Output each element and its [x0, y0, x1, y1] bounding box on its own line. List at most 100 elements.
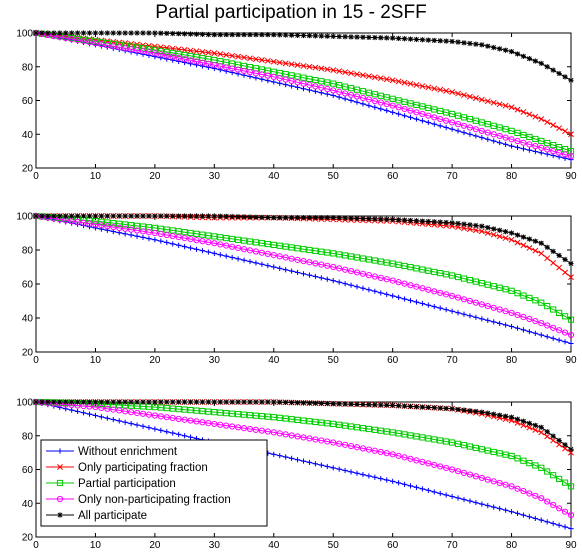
data-point — [473, 133, 479, 139]
data-point — [544, 468, 551, 475]
data-point — [57, 30, 63, 36]
data-point — [359, 94, 367, 102]
data-point — [556, 264, 563, 271]
data-point — [371, 447, 378, 454]
data-point — [128, 409, 135, 416]
data-point — [187, 236, 194, 243]
data-point — [312, 461, 318, 467]
data-point — [413, 101, 420, 108]
data-point — [490, 304, 497, 311]
data-point — [496, 132, 503, 140]
data-point — [556, 522, 562, 528]
data-point — [116, 30, 122, 36]
data-point — [283, 82, 289, 88]
data-point — [288, 416, 295, 423]
data-point — [419, 300, 425, 307]
legend-label: Without enrichment — [78, 446, 178, 458]
data-point — [140, 399, 146, 405]
data-point — [205, 31, 211, 38]
data-point — [252, 239, 260, 246]
data-point — [372, 216, 378, 222]
plot-area — [35, 32, 572, 169]
data-point — [98, 213, 104, 219]
data-point — [455, 39, 461, 45]
data-point — [383, 428, 390, 435]
data-point — [348, 215, 354, 221]
data-point — [347, 442, 355, 450]
data-point — [199, 238, 206, 245]
data-point — [508, 127, 515, 134]
data-point — [478, 301, 485, 308]
data-point — [139, 410, 147, 417]
data-point — [133, 47, 141, 54]
data-point — [276, 242, 283, 249]
data-point — [425, 404, 431, 410]
data-point — [282, 415, 289, 422]
series-line — [35, 401, 572, 516]
data-point — [461, 407, 467, 413]
data-point — [193, 48, 200, 55]
data-point — [484, 230, 491, 236]
data-point — [176, 431, 182, 437]
data-point — [312, 418, 319, 426]
data-point — [502, 235, 509, 242]
data-point — [538, 320, 545, 327]
data-point — [396, 480, 402, 486]
data-point — [472, 227, 479, 234]
data-point — [514, 325, 521, 331]
data-point — [277, 399, 283, 405]
data-point — [372, 34, 378, 41]
data-point — [484, 121, 491, 128]
data-point — [461, 129, 467, 136]
data-point — [437, 115, 444, 123]
data-point — [502, 286, 509, 293]
data-point — [484, 98, 491, 105]
data-point — [241, 32, 247, 38]
data-point — [276, 75, 283, 82]
data-point — [86, 39, 93, 46]
data-point — [235, 399, 241, 405]
data-point — [116, 220, 123, 227]
data-point — [330, 420, 337, 428]
data-point — [182, 244, 188, 250]
data-point — [199, 31, 206, 37]
data-point — [532, 142, 539, 150]
data-point — [556, 437, 562, 444]
data-point — [425, 267, 432, 274]
data-point — [163, 414, 170, 421]
data-point — [145, 45, 153, 53]
data-point — [491, 138, 497, 144]
data-point — [312, 273, 318, 280]
data-point — [466, 276, 474, 284]
data-point — [407, 403, 414, 409]
data-point — [318, 437, 325, 444]
data-point — [187, 407, 194, 414]
data-point — [229, 235, 236, 243]
data-point — [342, 281, 348, 287]
data-point — [63, 30, 69, 36]
data-point — [556, 149, 563, 156]
data-point — [443, 492, 449, 498]
data-point — [455, 220, 461, 227]
data-point — [306, 272, 313, 278]
data-point — [133, 222, 141, 229]
data-point — [217, 32, 223, 38]
data-point — [193, 213, 200, 219]
data-point — [116, 418, 122, 424]
data-point — [520, 488, 527, 495]
data-point — [122, 408, 129, 415]
data-point — [443, 109, 450, 116]
data-point — [556, 252, 562, 259]
data-point — [235, 236, 242, 243]
data-point — [330, 263, 337, 271]
data-point — [289, 215, 295, 221]
x-tick-label: 20 — [149, 171, 161, 182]
series-s3 — [32, 212, 575, 323]
data-point — [164, 399, 170, 405]
data-point — [407, 282, 414, 289]
data-point — [443, 464, 450, 472]
x-tick-label: 60 — [387, 171, 399, 182]
data-point — [86, 411, 93, 417]
data-point — [413, 457, 420, 464]
legend-label: Partial participation — [78, 478, 176, 490]
